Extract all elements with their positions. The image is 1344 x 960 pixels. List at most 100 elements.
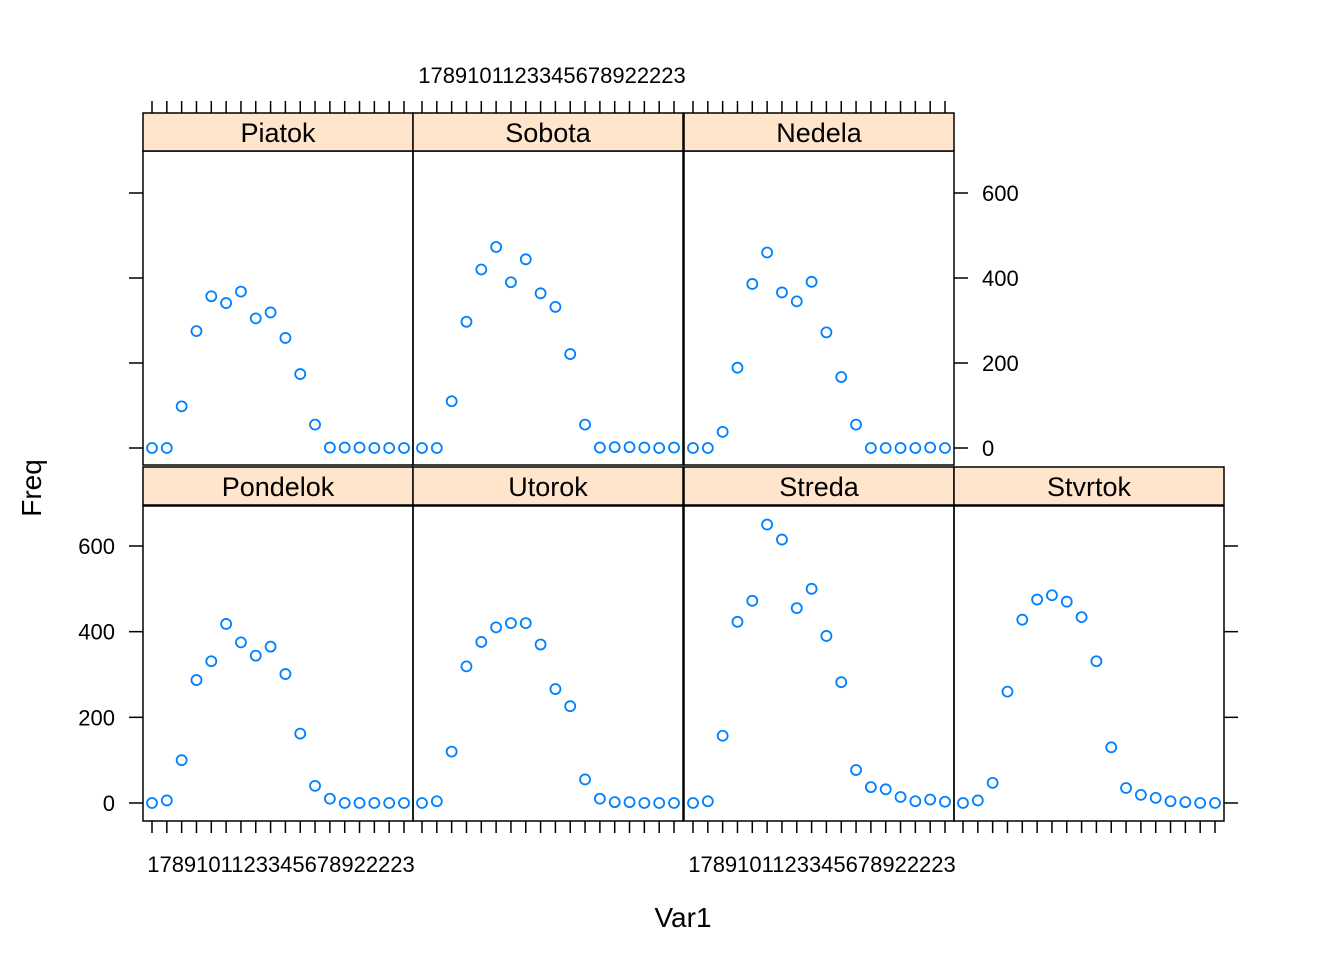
- data-point: [235, 636, 247, 649]
- data-point: [309, 418, 321, 431]
- data-point: [398, 797, 410, 809]
- axes-layer: 1789101123345678922223 178910112334567892…: [78, 63, 1238, 877]
- data-point: [235, 285, 247, 298]
- y-tick-label: 600: [78, 534, 115, 559]
- data-point: [731, 615, 744, 628]
- y-tick-label: 200: [78, 705, 115, 730]
- data-point: [160, 442, 173, 454]
- x-tick-labels-top: 1789101123345678922223: [418, 63, 686, 88]
- strip-label-piatok: Piatok: [240, 118, 316, 148]
- data-point: [894, 791, 907, 803]
- data-point: [864, 781, 877, 794]
- data-point: [160, 794, 173, 807]
- panel-frame: [683, 505, 955, 822]
- data-point: [668, 441, 680, 454]
- data-point: [850, 418, 862, 431]
- data-point: [687, 797, 699, 809]
- data-point: [716, 425, 729, 438]
- data-point: [864, 442, 877, 454]
- data-point: [445, 745, 458, 758]
- panel-strip: [683, 466, 955, 506]
- y-axis-top-left-ticks: [129, 192, 143, 449]
- data-point: [490, 621, 503, 634]
- data-point: [653, 797, 666, 809]
- data-point: [338, 441, 351, 454]
- data-point: [383, 442, 396, 454]
- data-point: [220, 618, 233, 630]
- data-point: [776, 286, 788, 299]
- data-point: [1120, 782, 1132, 794]
- data-point: [638, 797, 651, 809]
- data-point: [579, 418, 591, 431]
- data-point: [701, 442, 714, 454]
- data-point: [534, 638, 547, 651]
- data-point: [205, 655, 218, 668]
- panel-strip: [412, 112, 684, 152]
- data-point: [716, 729, 729, 742]
- data-point: [731, 361, 744, 374]
- data-point: [430, 442, 443, 454]
- data-point: [909, 442, 922, 454]
- strip-label-pondelok: Pondelok: [222, 472, 335, 502]
- data-point: [190, 325, 203, 338]
- data-point: [353, 797, 366, 809]
- data-point: [939, 442, 951, 454]
- panels-layer: Piatok Sobota Nedela Pondelok Utorok Streda St…: [142, 112, 1225, 822]
- data-point: [505, 276, 517, 289]
- data-point: [746, 594, 759, 607]
- strip-label-stvrtok: Stvrtok: [1047, 472, 1132, 502]
- data-point: [264, 306, 277, 319]
- data-point: [776, 533, 788, 546]
- data-point: [608, 796, 621, 809]
- data-point: [593, 792, 606, 805]
- panel-strip: [953, 466, 1225, 506]
- data-point: [805, 582, 818, 595]
- data-point: [146, 797, 158, 809]
- strip-label-nedela: Nedela: [776, 118, 863, 148]
- strip-label-streda: Streda: [779, 472, 860, 502]
- data-point: [1134, 788, 1147, 801]
- data-point: [383, 797, 396, 809]
- data-point: [1194, 797, 1207, 809]
- data-point: [1016, 613, 1029, 626]
- panel-strip: [683, 112, 955, 152]
- panel-pondelok: Pondelok: [142, 466, 414, 822]
- y-tick-label: 0: [982, 436, 994, 461]
- data-point: [653, 442, 666, 454]
- data-point: [309, 779, 321, 792]
- panel-frame: [142, 505, 414, 822]
- data-point: [264, 640, 277, 653]
- data-point: [820, 326, 833, 339]
- data-point: [1149, 791, 1162, 804]
- panel-frame: [142, 150, 414, 466]
- data-point: [746, 278, 759, 290]
- data-point: [549, 300, 562, 313]
- data-point: [701, 795, 714, 808]
- data-point: [279, 332, 292, 344]
- data-point: [879, 783, 892, 796]
- data-point: [368, 797, 381, 809]
- data-point: [1031, 593, 1044, 606]
- data-point: [564, 348, 577, 360]
- data-point: [924, 793, 937, 806]
- data-point: [1060, 595, 1073, 608]
- data-point: [879, 442, 892, 454]
- data-point: [835, 676, 848, 689]
- data-point: [805, 275, 818, 288]
- data-point: [460, 315, 473, 328]
- data-point: [593, 441, 606, 454]
- data-point: [534, 287, 547, 300]
- panel-frame: [412, 150, 684, 466]
- data-point: [445, 395, 458, 408]
- y-tick-label: 400: [78, 620, 115, 645]
- y-axis-bottom-left: 0 200 400 600: [78, 534, 143, 816]
- data-point: [820, 630, 833, 642]
- data-point: [850, 764, 862, 776]
- data-point: [430, 795, 443, 808]
- data-point: [294, 368, 307, 380]
- data-point: [668, 797, 680, 809]
- data-point: [338, 797, 351, 809]
- data-point: [368, 442, 381, 454]
- panel-frame: [683, 150, 955, 466]
- data-point: [1209, 797, 1221, 809]
